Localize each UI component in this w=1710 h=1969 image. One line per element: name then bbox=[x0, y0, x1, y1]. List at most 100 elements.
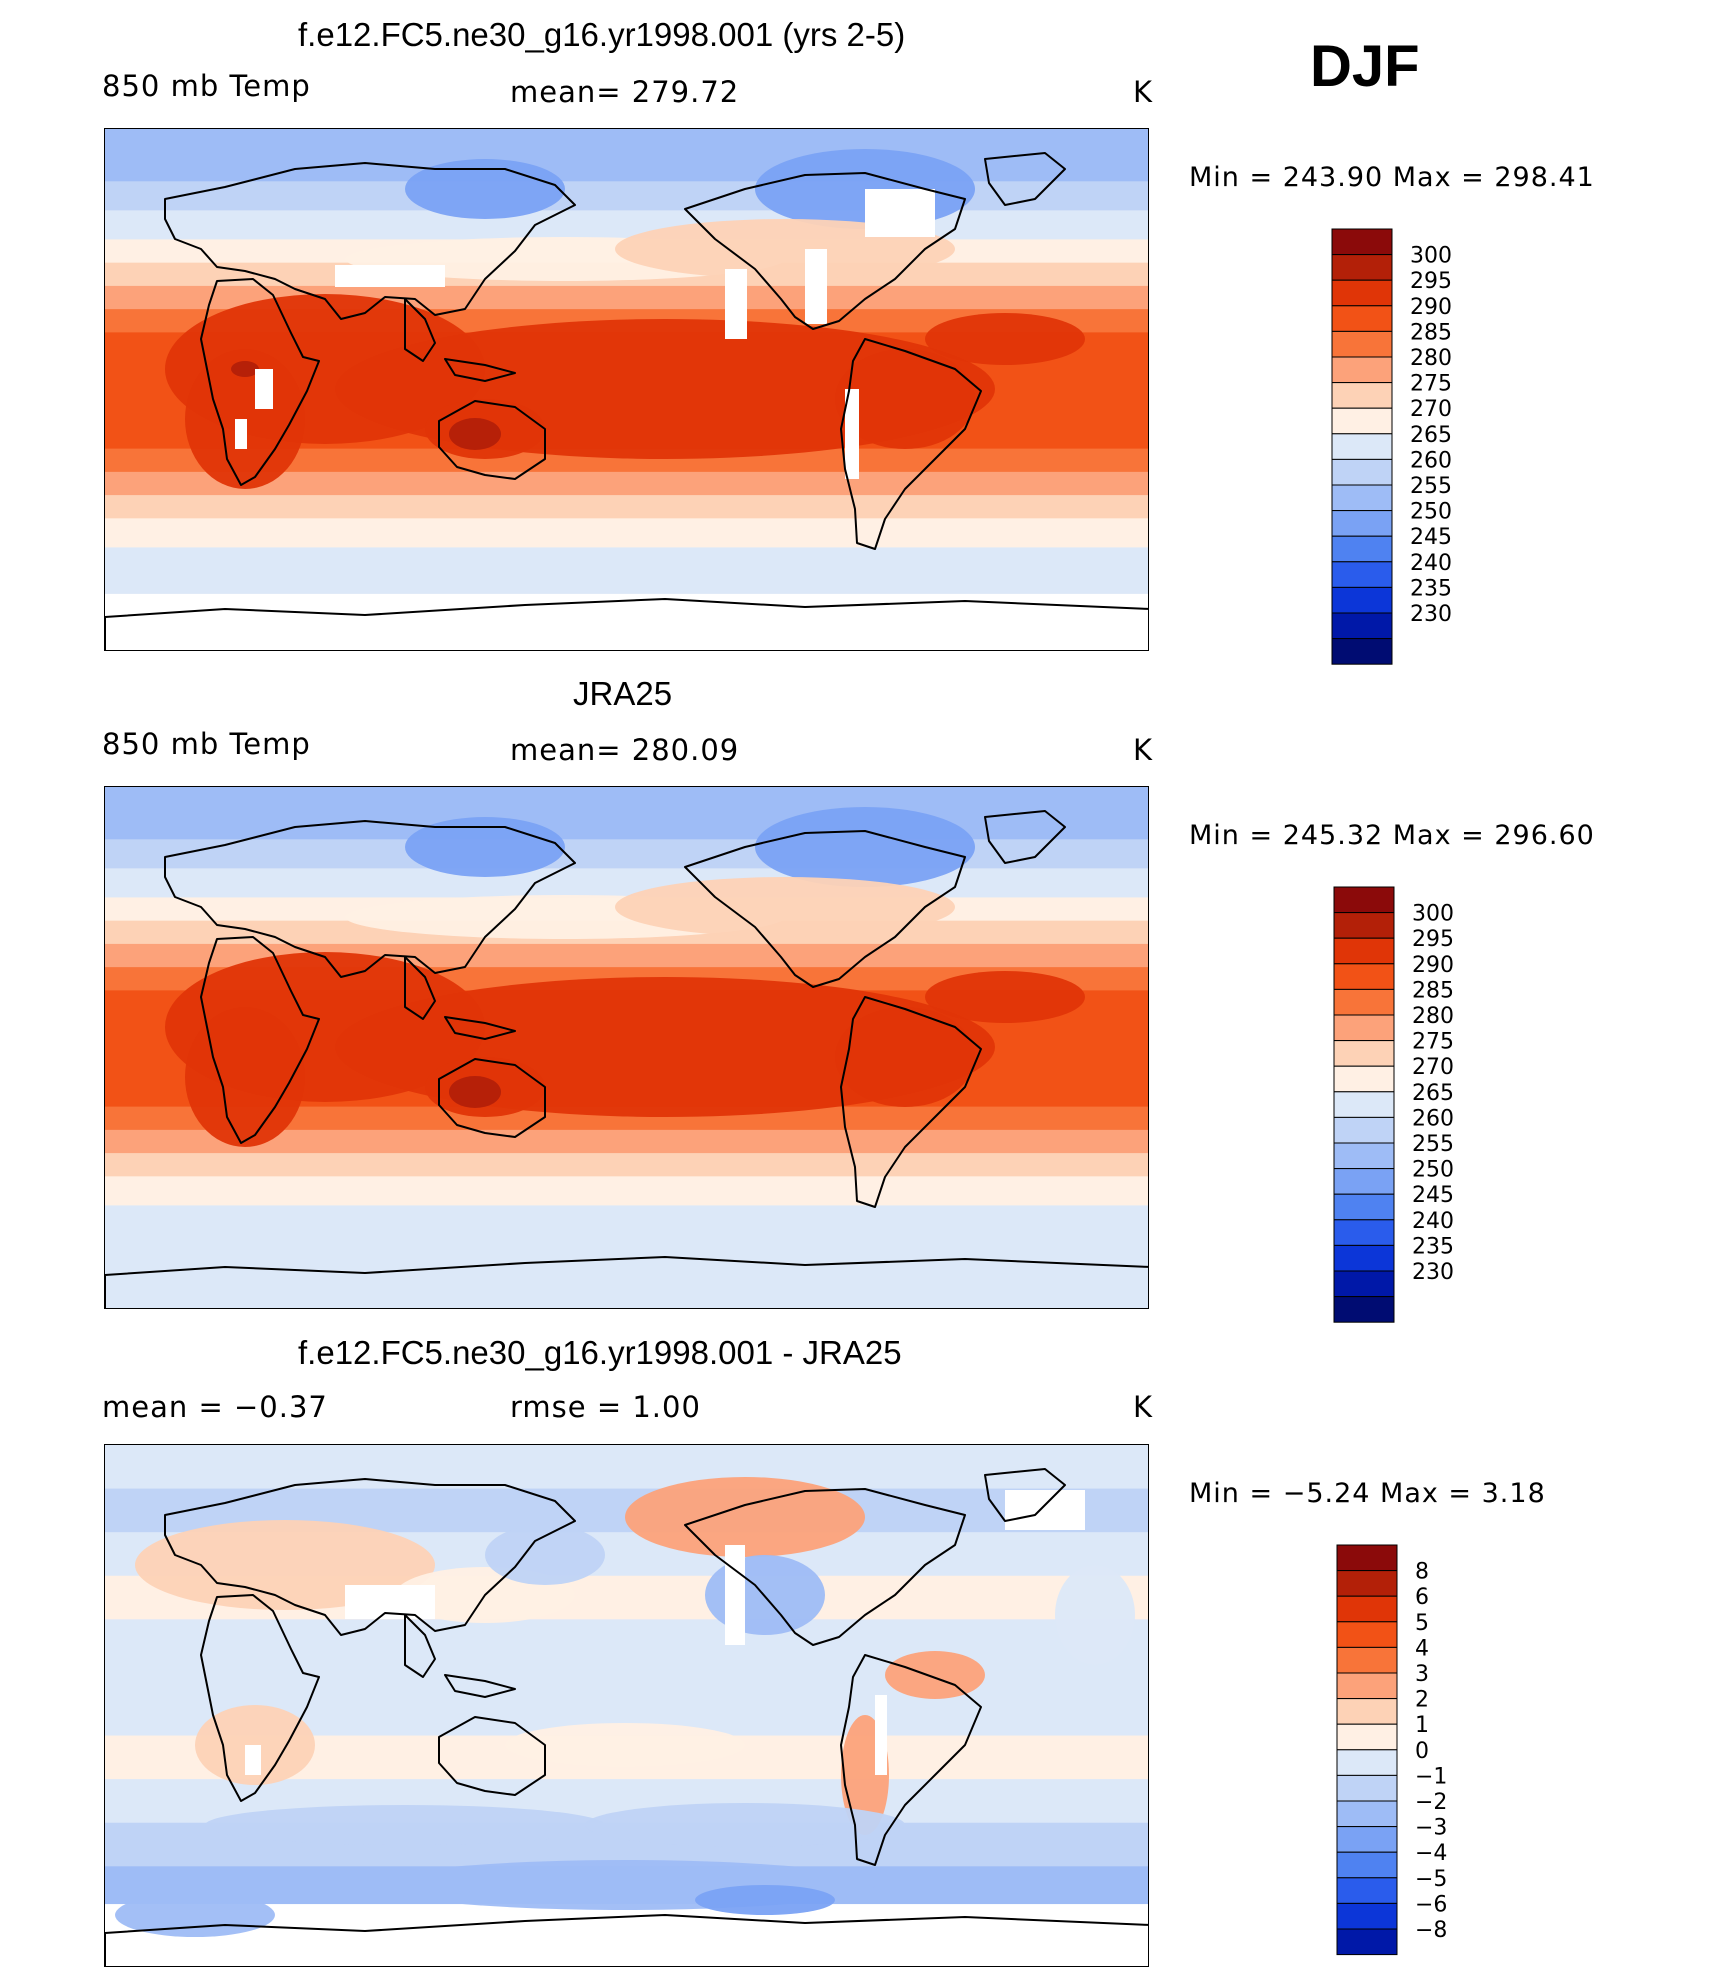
colorbar-swatch bbox=[1333, 912, 1395, 939]
colorbar-tick-label: 240 bbox=[1410, 551, 1452, 576]
coastline bbox=[984, 152, 1066, 206]
colorbar-tick-label: 285 bbox=[1410, 320, 1452, 345]
contour-band bbox=[105, 1176, 1148, 1207]
colorbar-tick-label: 3 bbox=[1415, 1662, 1429, 1687]
contour-region bbox=[1055, 1565, 1135, 1665]
colorbar-swatch bbox=[1331, 228, 1393, 256]
colorbar-swatch bbox=[1333, 937, 1395, 965]
colorbar-tick-label: −1 bbox=[1415, 1764, 1447, 1789]
panel-3-units-label: K bbox=[1133, 1390, 1154, 1424]
coastline bbox=[164, 162, 576, 320]
colorbar-swatch bbox=[1331, 612, 1393, 640]
colorbar-swatch bbox=[1336, 1698, 1398, 1725]
contour-region bbox=[835, 349, 975, 449]
contour-region bbox=[231, 361, 259, 377]
missing-data-mask bbox=[865, 189, 935, 237]
contour-region bbox=[755, 807, 975, 887]
coastline bbox=[438, 400, 546, 480]
colorbar-swatch bbox=[1336, 1902, 1398, 1930]
contour-region bbox=[185, 1007, 305, 1147]
coastline bbox=[200, 278, 320, 486]
colorbar-tick-label: −5 bbox=[1415, 1867, 1447, 1892]
colorbar-swatch bbox=[1336, 1570, 1398, 1597]
colorbar-tick-label: 265 bbox=[1410, 423, 1452, 448]
contour-region bbox=[925, 313, 1085, 365]
contour-band bbox=[105, 1153, 1148, 1178]
missing-data-mask bbox=[255, 369, 273, 409]
colorbar-tick-label: 280 bbox=[1412, 1004, 1454, 1029]
contour-region bbox=[449, 418, 501, 450]
contour-region bbox=[835, 1007, 975, 1107]
contour-band bbox=[105, 1904, 1148, 1966]
contour-region bbox=[505, 1723, 745, 1767]
contour-band bbox=[105, 547, 1148, 572]
colorbar-swatch bbox=[1333, 1091, 1395, 1118]
colorbar-swatch bbox=[1333, 1065, 1395, 1093]
colorbar-tick-label: 255 bbox=[1410, 474, 1452, 499]
missing-data-mask bbox=[245, 1745, 261, 1775]
colorbar-swatch bbox=[1333, 1116, 1395, 1144]
panel-2-map bbox=[104, 786, 1149, 1309]
colorbar-swatch bbox=[1333, 1193, 1395, 1221]
coastline bbox=[684, 1488, 966, 1646]
colorbar-swatch bbox=[1331, 407, 1393, 435]
colorbar-tick-label: 0 bbox=[1415, 1739, 1429, 1764]
colorbar-swatch bbox=[1336, 1621, 1398, 1648]
contour-band bbox=[105, 181, 1148, 212]
colorbar-tick-label: −3 bbox=[1415, 1816, 1447, 1841]
panel-3-min-max: Min = −5.24 Max = 3.18 bbox=[1189, 1478, 1546, 1509]
contour-region bbox=[405, 159, 565, 219]
colorbar-swatch bbox=[1331, 330, 1393, 358]
colorbar-tick-label: 275 bbox=[1412, 1030, 1454, 1055]
colorbar-swatch bbox=[1331, 561, 1393, 588]
colorbar-swatch bbox=[1336, 1544, 1398, 1572]
coastline bbox=[404, 956, 436, 1020]
colorbar-swatch bbox=[1333, 1244, 1395, 1272]
colorbar-tick-label: 6 bbox=[1415, 1585, 1429, 1610]
contour-region bbox=[615, 877, 955, 937]
coastline bbox=[984, 810, 1066, 864]
panel-3-title: f.e12.FC5.ne30_g16.yr1998.001 - JRA25 bbox=[298, 1334, 902, 1371]
panel-1-colorbar: 300 295 290 285 280 275 270 265 260 255 250 245 240 2… bbox=[1331, 228, 1472, 665]
colorbar-swatch bbox=[1331, 279, 1393, 307]
missing-data-mask bbox=[335, 265, 445, 287]
panel-3-rmse-label: rmse = 1.00 bbox=[510, 1390, 701, 1424]
missing-data-mask bbox=[235, 419, 247, 449]
colorbar-swatch bbox=[1336, 1928, 1398, 1956]
missing-data-mask bbox=[805, 249, 827, 324]
coastline bbox=[105, 1914, 1148, 1966]
coastline bbox=[164, 820, 576, 978]
colorbar-swatch bbox=[1336, 1672, 1398, 1700]
colorbar-tick-label: 235 bbox=[1412, 1234, 1454, 1259]
colorbar-tick-label: 260 bbox=[1410, 448, 1452, 473]
contour-region bbox=[925, 971, 1085, 1023]
colorbar-swatch bbox=[1336, 1800, 1398, 1828]
colorbar-tick-label: 250 bbox=[1410, 500, 1452, 525]
colorbar-tick-label: 240 bbox=[1412, 1209, 1454, 1234]
contour-band bbox=[105, 210, 1148, 241]
missing-data-mask bbox=[875, 1695, 887, 1775]
colorbar-swatch bbox=[1331, 535, 1393, 563]
coastline bbox=[840, 996, 982, 1208]
colorbar-swatch bbox=[1331, 382, 1393, 409]
colorbar-swatch bbox=[1331, 458, 1393, 486]
colorbar-tick-label: 245 bbox=[1410, 525, 1452, 550]
colorbar-tick-label: 275 bbox=[1410, 372, 1452, 397]
contour-band bbox=[105, 593, 1148, 650]
panel-2-variable-label: 850 mb Temp bbox=[102, 727, 311, 761]
panel-2-mean-label: mean= 280.09 bbox=[510, 733, 740, 767]
colorbar-swatch bbox=[1331, 484, 1393, 512]
colorbar-tick-label: 270 bbox=[1412, 1055, 1454, 1080]
colorbar-swatch bbox=[1331, 586, 1393, 614]
contour-region bbox=[205, 1805, 605, 1845]
missing-data-mask bbox=[1005, 1490, 1085, 1530]
coastline bbox=[444, 1674, 516, 1698]
colorbar-swatch bbox=[1331, 356, 1393, 384]
contour-band bbox=[105, 787, 1148, 841]
panel-2-min-max: Min = 245.32 Max = 296.60 bbox=[1189, 820, 1595, 851]
panel-1-min-max: Min = 243.90 Max = 298.41 bbox=[1189, 162, 1595, 193]
panel-3-map bbox=[104, 1444, 1149, 1967]
colorbar-tick-label: 285 bbox=[1412, 978, 1454, 1003]
contour-band bbox=[105, 1251, 1148, 1308]
colorbar-swatch bbox=[1331, 305, 1393, 332]
